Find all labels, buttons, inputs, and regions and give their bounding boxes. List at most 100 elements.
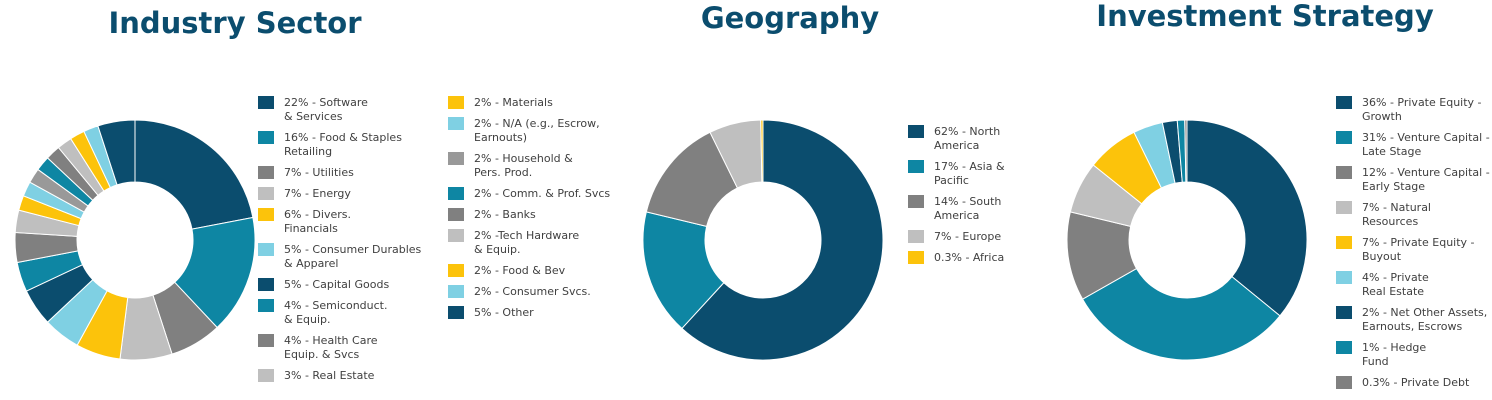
legend-label: 0.3% - Africa: [934, 251, 1005, 264]
legend-label: 31% - Venture Capital - Late Stage: [1362, 131, 1490, 158]
legend-label: 2% - Consumer Svcs.: [474, 285, 591, 298]
legend-item: 2% - N/A (e.g., Escrow, Earnouts): [448, 117, 614, 145]
legend-item: 4% - Health Care Equip. & Svcs: [258, 334, 424, 362]
legend-swatch: [258, 299, 274, 312]
legend-swatch: [1336, 201, 1352, 214]
legend-swatch: [258, 131, 274, 144]
legend-swatch: [448, 117, 464, 130]
legend-swatch: [1336, 166, 1352, 179]
legend-label: 2% - Comm. & Prof. Svcs: [474, 187, 611, 200]
legend-label: 5% - Capital Goods: [284, 278, 390, 291]
legend-label: 62% - North America: [934, 125, 1001, 152]
slice: [134, 119, 254, 230]
legend-label: 0.3% - Private Debt: [1362, 376, 1470, 389]
legend-swatch: [448, 187, 464, 200]
legend-swatch: [908, 251, 924, 264]
legend-swatch: [908, 195, 924, 208]
legend-item: 1% - Hedge Fund: [1336, 341, 1492, 369]
legend-item: 0.3% - Africa: [908, 251, 1074, 265]
legend-item: 62% - North America: [908, 125, 1074, 153]
legend-item: 2% - Food & Bev: [448, 264, 614, 278]
legend: 22% - Software & Services 16% - Food & St…: [258, 96, 614, 383]
slice: [681, 119, 884, 361]
legend-item: 2% - Materials: [448, 96, 614, 110]
legend-column: 36% - Private Equity - Growth 31% - Ventu…: [1336, 96, 1492, 390]
legend-item: 17% - Asia & Pacific: [908, 160, 1074, 188]
legend-swatch: [908, 125, 924, 138]
legend-item: 7% - Energy: [258, 187, 424, 201]
legend-label: 2% - N/A (e.g., Escrow, Earnouts): [474, 117, 600, 144]
legend-item: 4% - Private Real Estate: [1336, 271, 1492, 299]
legend-item: 2% -Tech Hardware & Equip.: [448, 229, 614, 257]
legend-label: 14% - South America: [934, 195, 1002, 222]
legend-item: 7% - Private Equity - Buyout: [1336, 236, 1492, 264]
legend-item: 5% - Other: [448, 306, 614, 320]
legend-swatch: [1336, 341, 1352, 354]
legend-swatch: [258, 96, 274, 109]
legend-swatch: [1336, 376, 1352, 389]
legend-swatch: [448, 306, 464, 319]
legend-item: 2% - Household & Pers. Prod.: [448, 152, 614, 180]
legend-item: 5% - Consumer Durables & Apparel: [258, 243, 424, 271]
legend-swatch: [258, 208, 274, 221]
legend-swatch: [448, 208, 464, 221]
legend-item: 22% - Software & Services: [258, 96, 424, 124]
legend-label: 2% - Food & Bev: [474, 264, 566, 277]
legend-label: 17% - Asia & Pacific: [934, 160, 1005, 187]
legend-label: 1% - Hedge Fund: [1362, 341, 1427, 368]
legend-label: 22% - Software & Services: [284, 96, 368, 123]
legend-label: 4% - Private Real Estate: [1362, 271, 1429, 298]
slice: [1186, 119, 1308, 317]
legend-item: 3% - Real Estate: [258, 369, 424, 383]
legend-swatch: [448, 285, 464, 298]
legend-label: 16% - Food & Staples Retailing: [284, 131, 402, 158]
legend-swatch: [258, 334, 274, 347]
chart-title: Industry Sector: [108, 6, 362, 40]
legend-label: 2% - Household & Pers. Prod.: [474, 152, 573, 179]
legend-item: 12% - Venture Capital - Early Stage: [1336, 166, 1492, 194]
legend-swatch: [448, 152, 464, 165]
legend-label: 2% - Materials: [474, 96, 553, 109]
legend-label: 36% - Private Equity - Growth: [1362, 96, 1482, 123]
legend-swatch: [258, 243, 274, 256]
legend-item: 0.3% - Private Debt: [1336, 376, 1492, 390]
legend-swatch: [1336, 96, 1352, 109]
legend-swatch: [258, 278, 274, 291]
legend-label: 5% - Consumer Durables & Apparel: [284, 243, 422, 270]
legend-item: 36% - Private Equity - Growth: [1336, 96, 1492, 124]
legend-swatch: [1336, 131, 1352, 144]
legend-swatch: [1336, 236, 1352, 249]
legend-label: 7% - Private Equity - Buyout: [1362, 236, 1475, 263]
legend-swatch: [908, 230, 924, 243]
legend-item: 7% - Europe: [908, 230, 1074, 244]
legend-swatch: [1336, 306, 1352, 319]
legend-label: 7% - Utilities: [284, 166, 354, 179]
legend-swatch: [908, 160, 924, 173]
legend-item: 4% - Semiconduct. & Equip.: [258, 299, 424, 327]
legend-label: 5% - Other: [474, 306, 534, 319]
legend-item: 14% - South America: [908, 195, 1074, 223]
slice: [1184, 119, 1188, 183]
legend-label: 12% - Venture Capital - Early Stage: [1362, 166, 1490, 193]
legend-column: 62% - North America 17% - Asia & Pacific 1…: [908, 125, 1074, 265]
legend-column: 2% - Materials 2% - N/A (e.g., Escrow, Ea…: [448, 96, 614, 383]
legend-swatch: [448, 229, 464, 242]
legend-swatch: [258, 166, 274, 179]
legend-label: 4% - Semiconduct. & Equip.: [284, 299, 388, 326]
legend-item: 6% - Divers. Financials: [258, 208, 424, 236]
legend-item: 7% - Natural Resources: [1336, 201, 1492, 229]
chart-title: Investment Strategy: [1096, 0, 1434, 33]
legend-label: 6% - Divers. Financials: [284, 208, 351, 235]
legend: 62% - North America 17% - Asia & Pacific 1…: [908, 125, 1074, 265]
legend-item: 2% - Net Other Assets, Earnouts, Escrows: [1336, 306, 1492, 334]
legend-swatch: [448, 96, 464, 109]
legend-item: 16% - Food & Staples Retailing: [258, 131, 424, 159]
legend-label: 3% - Real Estate: [284, 369, 375, 382]
legend: 36% - Private Equity - Growth 31% - Ventu…: [1336, 96, 1492, 390]
legend-swatch: [448, 264, 464, 277]
legend-item: 2% - Consumer Svcs.: [448, 285, 614, 299]
legend-label: 2% -Tech Hardware & Equip.: [474, 229, 580, 256]
legend-column: 22% - Software & Services 16% - Food & St…: [258, 96, 424, 383]
legend-item: 5% - Capital Goods: [258, 278, 424, 292]
